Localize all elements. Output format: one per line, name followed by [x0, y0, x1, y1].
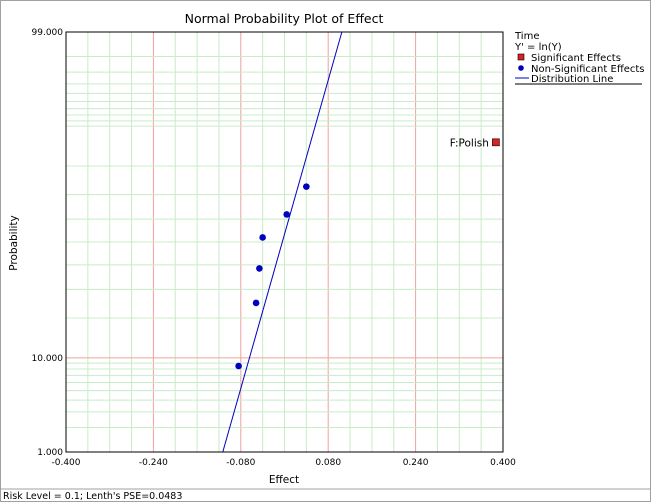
non-significant-point — [259, 234, 266, 241]
data-points: F:Polish — [235, 137, 500, 370]
non-significant-point — [303, 183, 310, 190]
footer-status: Risk Level = 0.1; Lenth's PSE=0.0483 — [3, 491, 182, 501]
legend-subtitle: Y' = ln(Y) — [514, 42, 562, 53]
axis-ticks: -0.400 -0.240 -0.080 0.080 0.240 0.400 1.000 10… — [32, 28, 517, 468]
x-tick-label: -0.240 — [139, 458, 168, 468]
legend: Time Y' = ln(Y) Significant Effects Non-… — [514, 31, 645, 85]
x-tick-label: 0.400 — [490, 458, 516, 468]
legend-significant-marker — [517, 53, 525, 61]
non-significant-point — [235, 362, 242, 370]
x-axis-label: Effect — [269, 474, 299, 486]
grid — [65, 32, 504, 452]
significant-point-label: F:Polish — [450, 137, 489, 149]
legend-significant-label: Significant Effects — [531, 53, 621, 64]
non-significant-point — [283, 211, 290, 218]
x-tick-label: -0.080 — [226, 458, 255, 468]
x-tick-label: 0.080 — [315, 458, 341, 468]
non-significant-point — [256, 265, 263, 272]
x-tick-label: 0.240 — [403, 458, 429, 468]
non-significant-point — [252, 299, 260, 307]
plot-border — [65, 31, 504, 453]
legend-title: Time — [514, 31, 539, 42]
significant-point — [492, 138, 500, 147]
y-tick-label: 1.000 — [37, 448, 63, 458]
y-tick-label: 10.000 — [32, 354, 64, 364]
legend-nonsignificant-marker — [518, 65, 524, 71]
legend-line-label: Distribution Line — [531, 74, 613, 85]
legend-nonsignificant-label: Non-Significant Effects — [531, 64, 645, 75]
chart-title: Normal Probability Plot of Effect — [185, 11, 384, 26]
distribution-line — [222, 31, 343, 453]
y-axis-label: Probability — [8, 215, 20, 271]
y-tick-label: 99.000 — [32, 28, 64, 38]
x-tick-label: -0.400 — [51, 458, 80, 468]
